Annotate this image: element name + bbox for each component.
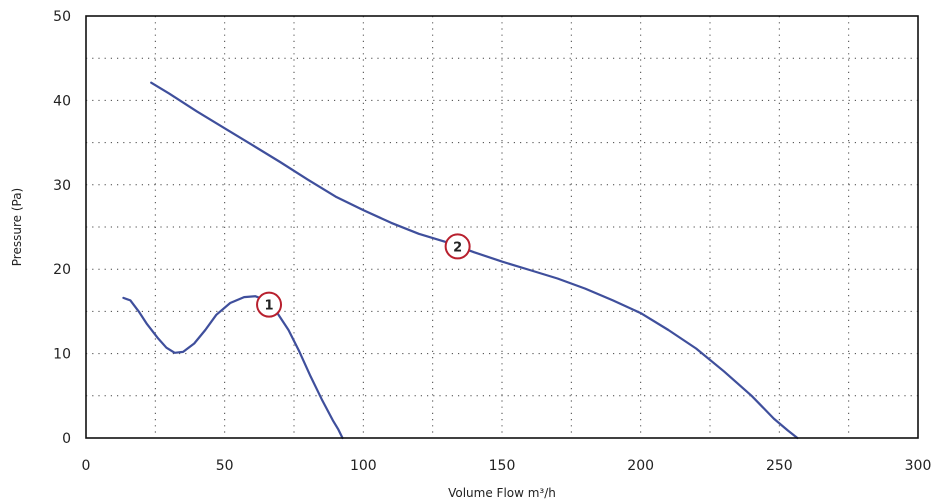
y-axis-title: Pressure (Pa)	[10, 188, 24, 266]
x-tick-labels: 0 50 100 150 200 250 300	[82, 458, 932, 474]
x-tick-label: 0	[82, 458, 91, 474]
curve-marker-circle-2	[444, 233, 471, 260]
y-tick-label: 20	[53, 262, 71, 278]
curve-marker-label-1: 1	[265, 299, 274, 314]
series-line-2	[150, 81, 799, 440]
y-tick-label: 0	[62, 431, 71, 447]
curve-marker-label-2: 2	[453, 240, 462, 255]
curve-markers: 12	[256, 233, 471, 318]
y-tick-label: 40	[53, 93, 71, 109]
y-tick-label: 10	[53, 347, 71, 363]
grid-lines	[86, 16, 918, 438]
x-tick-label: 200	[627, 458, 654, 474]
y-tick-labels: 0 10 20 30 40 50	[53, 9, 71, 447]
y-tick-label: 50	[53, 9, 71, 25]
series-lines	[122, 81, 799, 440]
series-line-1	[122, 295, 344, 440]
curve-marker-circle-1	[256, 291, 283, 318]
x-tick-label: 50	[216, 458, 234, 474]
x-tick-label: 100	[350, 458, 377, 474]
x-tick-label: 300	[905, 458, 932, 474]
x-tick-label: 150	[489, 458, 516, 474]
x-axis-title: Volume Flow m³/h	[448, 486, 556, 500]
plot-frame	[85, 15, 919, 439]
x-tick-label: 250	[766, 458, 793, 474]
y-tick-label: 30	[53, 178, 71, 194]
